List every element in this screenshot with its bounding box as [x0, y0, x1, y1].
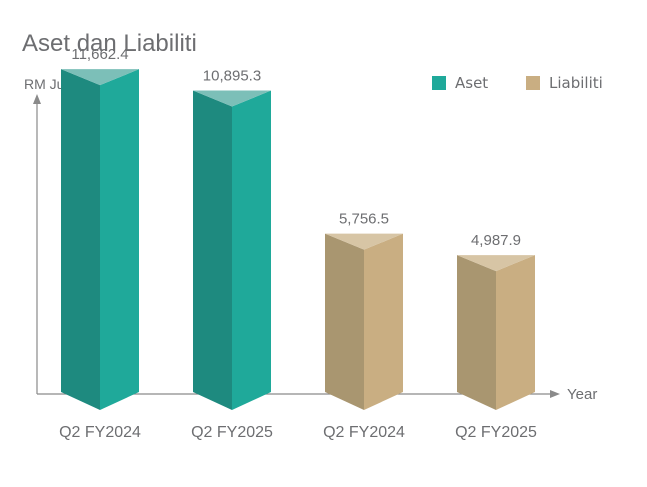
bar-left-face — [193, 90, 232, 410]
y-axis-arrow — [33, 94, 41, 104]
bar-top-face — [325, 233, 403, 250]
bar-right-face — [100, 69, 139, 410]
bar-right-face — [364, 233, 403, 410]
bar-top-face — [457, 255, 535, 272]
bar-value-label: 4,987.9 — [471, 232, 521, 249]
bar-right-face — [232, 90, 271, 410]
legend-item-liabiliti: Liabiliti — [526, 74, 603, 92]
x-tick-label: Q2 FY2024 — [59, 424, 141, 441]
legend-swatch-aset — [432, 76, 446, 90]
bar-value-label: 11,662.4 — [71, 46, 128, 63]
x-tick-label: Q2 FY2025 — [455, 424, 537, 441]
bar-right-face — [496, 255, 535, 410]
legend-label-aset: Aset — [455, 74, 489, 92]
bar-left-face — [325, 233, 364, 410]
legend-label-liabiliti: Liabiliti — [549, 74, 603, 92]
x-axis-arrow — [550, 390, 560, 398]
legend-swatch-liabiliti — [526, 76, 540, 90]
x-tick-label: Q2 FY2024 — [323, 424, 405, 441]
chart-title: Aset dan Liabiliti — [22, 30, 197, 57]
bar-top-face — [193, 90, 271, 107]
x-axis-label: Year — [567, 386, 597, 403]
bar-value-label: 10,895.3 — [203, 68, 261, 85]
legend-item-aset: Aset — [432, 74, 488, 92]
bar-left-face — [61, 69, 100, 410]
bar-left-face — [457, 255, 496, 410]
x-tick-label: Q2 FY2025 — [191, 424, 273, 441]
bar-value-label: 5,756.5 — [339, 211, 389, 228]
bar-top-face — [61, 69, 139, 86]
